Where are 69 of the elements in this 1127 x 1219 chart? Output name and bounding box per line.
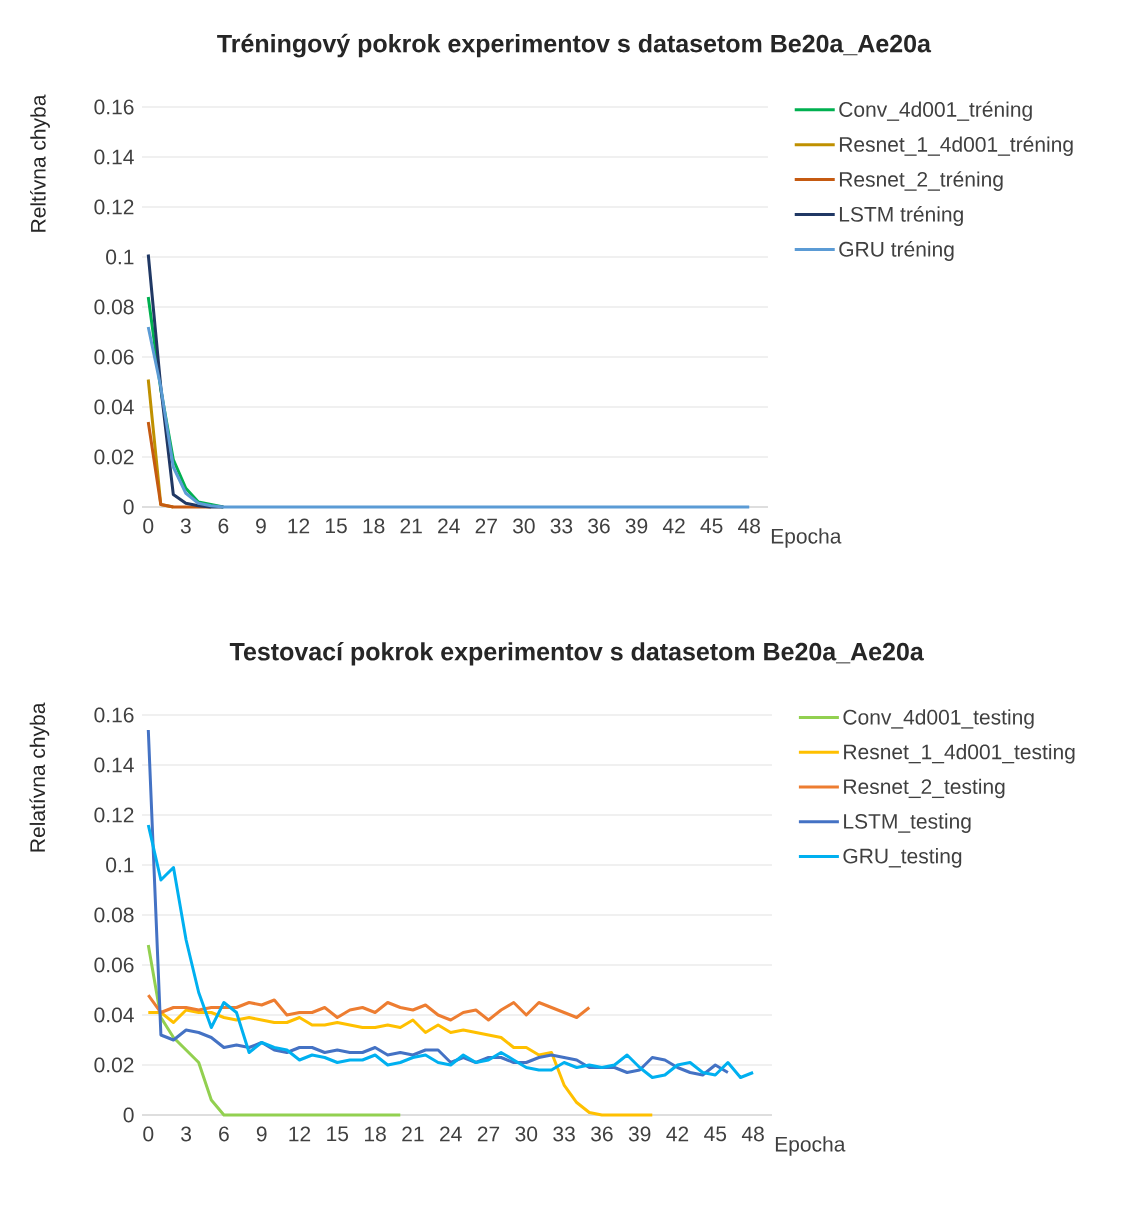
- x-tick-label: 45: [700, 518, 723, 534]
- x-tick-label: 45: [704, 1126, 727, 1142]
- legend-label: GRU_testing: [843, 848, 962, 868]
- x-tick-label: 0: [143, 518, 154, 534]
- x-tick-label: 36: [591, 1126, 613, 1142]
- legend-label: LSTM_testing: [844, 813, 971, 833]
- y-tick-label: 0.02: [94, 449, 134, 465]
- x-tick-label: 27: [475, 518, 497, 534]
- x-tick-label: 15: [327, 1126, 349, 1142]
- y-tick-label: 0.12: [94, 807, 134, 823]
- y-axis-title: Relatívna chyba: [29, 702, 50, 852]
- y-axis-title: Reltívna chyba: [30, 94, 50, 232]
- x-tick-label: 15: [325, 518, 347, 534]
- x-tick-label: 39: [625, 518, 648, 534]
- x-tick-label: 18: [365, 1126, 386, 1142]
- line-series: [146, 823, 755, 1080]
- legend-label: Resnet_2_tréning: [839, 171, 1003, 191]
- y-tick-label: 0.16: [94, 99, 134, 115]
- x-tick-label: 12: [288, 518, 310, 534]
- y-tick-label: 0.04: [94, 1007, 134, 1023]
- y-tick-label: 0.08: [94, 299, 134, 315]
- x-tick-label: 42: [666, 1126, 689, 1142]
- x-tick-label: 9: [256, 518, 266, 534]
- legend-label: Resnet_1_4d001_tréning: [839, 136, 1073, 156]
- y-tick-label: 0: [123, 499, 134, 515]
- x-tick-label: 6: [218, 518, 229, 534]
- x-tick-label: 3: [180, 518, 191, 534]
- y-tick-label: 0.14: [94, 149, 134, 165]
- x-tick-label: 9: [256, 1126, 267, 1142]
- x-tick-label: 48: [741, 1126, 764, 1142]
- x-tick-label: 48: [738, 518, 760, 534]
- x-tick-label: 42: [662, 518, 685, 534]
- x-tick-label: 0: [143, 1126, 154, 1142]
- y-tick-label: 0.04: [94, 399, 134, 415]
- y-tick-label: 0.06: [94, 349, 134, 365]
- x-tick-label: 21: [400, 518, 422, 534]
- x-tick-label: 12: [289, 1126, 311, 1142]
- y-tick-label: 0.02: [94, 1057, 134, 1073]
- y-tick-label: 0.08: [94, 907, 134, 923]
- y-tick-label: 0.1: [106, 857, 134, 873]
- x-tick-label: 30: [515, 1126, 538, 1142]
- chart-title: Tréningový pokrok experimentov s datasetom Be20a_Ae20a: [217, 33, 932, 58]
- legend-label: GRU tréning: [839, 241, 954, 261]
- legend-label: Conv_4d001_tréning: [839, 101, 1032, 122]
- x-tick-label: 33: [550, 518, 573, 534]
- x-axis-title: Epocha: [775, 1136, 846, 1156]
- y-tick-label: 0.14: [94, 757, 134, 773]
- y-tick-label: 0.12: [94, 199, 134, 215]
- x-tick-label: 21: [402, 1126, 424, 1142]
- y-tick-label: 0.1: [106, 249, 134, 265]
- x-tick-label: 18: [363, 518, 385, 534]
- chart-title: Testovací pokrok experimentov s datasetom Be20a_Ae20a: [229, 641, 924, 666]
- x-tick-label: 6: [219, 1126, 229, 1142]
- legend-label: LSTM tréning: [839, 206, 963, 226]
- legend-label: Conv_4d001_testing: [843, 709, 1034, 729]
- x-tick-label: 30: [512, 518, 535, 534]
- legend-label: Resnet_2_testing: [844, 778, 1005, 799]
- legend-label: Resnet_1_4d001_testing: [844, 743, 1075, 764]
- x-tick-label: 24: [438, 518, 460, 534]
- x-tick-label: 33: [553, 1126, 575, 1142]
- x-axis-title: Epocha: [771, 528, 842, 548]
- y-tick-label: 0.16: [94, 707, 134, 723]
- y-tick-label: 0: [123, 1107, 134, 1123]
- x-tick-label: 36: [588, 518, 610, 534]
- x-tick-label: 27: [477, 1126, 500, 1142]
- y-tick-label: 0.06: [94, 957, 134, 973]
- x-tick-label: 24: [440, 1126, 462, 1142]
- x-tick-label: 39: [628, 1126, 651, 1142]
- x-tick-label: 3: [181, 1126, 192, 1142]
